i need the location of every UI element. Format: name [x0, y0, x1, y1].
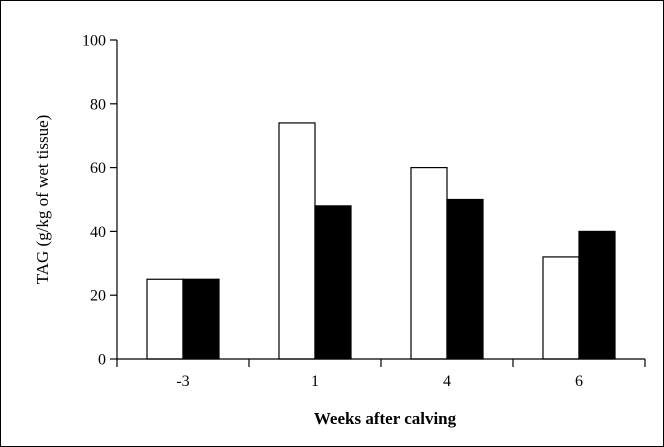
x-axis-ticks: -3 1 4 6: [116, 359, 646, 390]
bar-black-1: [314, 205, 352, 360]
y-tick-label: 100: [82, 33, 106, 50]
x-tick-label: 6: [575, 373, 583, 390]
y-tick-label: 80: [90, 96, 106, 113]
bars: [146, 122, 616, 360]
y-tick-label: 60: [90, 160, 106, 177]
y-axis-ticks: 0 20 40 60 80 100: [82, 33, 117, 369]
x-tick-label: 1: [311, 373, 319, 390]
y-tick-label: 0: [98, 352, 106, 369]
bar-black-4: [446, 198, 484, 360]
bar-white-1: [278, 122, 316, 360]
x-tick-label: -3: [176, 373, 189, 390]
bar-black--3: [182, 278, 220, 360]
y-tick-label: 20: [90, 288, 106, 305]
x-axis-title: Weeks after calving: [314, 409, 457, 428]
y-axis-title: TAG (g/kg of wet tissue): [33, 115, 52, 285]
bar-white-6: [542, 256, 580, 360]
bar-white--3: [146, 278, 184, 360]
y-tick-label: 40: [90, 224, 106, 241]
bar-white-4: [410, 167, 448, 360]
x-tick-label: 4: [443, 373, 451, 390]
bar-black-6: [578, 230, 616, 360]
